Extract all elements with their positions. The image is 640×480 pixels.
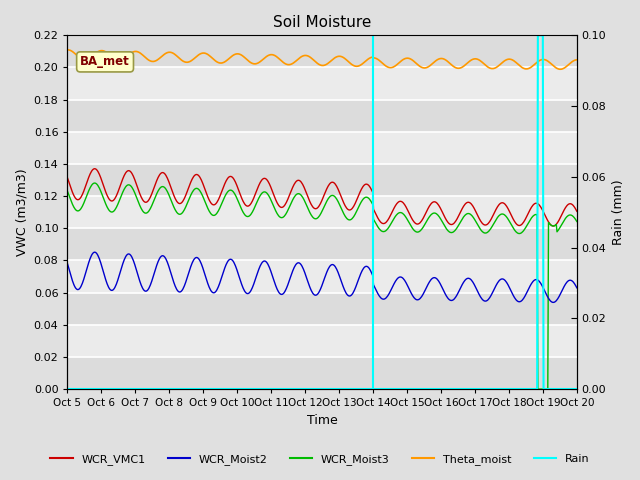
WCR_VMC1 — [205, 195, 212, 201]
Title: Soil Moisture: Soil Moisture — [273, 15, 371, 30]
Bar — [67, 36, 577, 68]
WCR_Moist3 — [385, 225, 392, 231]
WCR_VMC1 — [399, 200, 407, 206]
Bar — [67, 261, 577, 292]
Theta_moist — [125, 52, 133, 58]
Bar — [67, 68, 577, 100]
WCR_Moist3 — [63, 188, 71, 194]
WCR_Moist2 — [205, 282, 212, 288]
Rain — [384, 386, 392, 392]
Rain — [204, 386, 212, 392]
WCR_VMC1 — [90, 166, 98, 172]
Theta_moist — [63, 47, 71, 53]
WCR_Moist3 — [178, 211, 186, 216]
WCR_Moist2 — [385, 292, 392, 298]
Line: WCR_Moist2: WCR_Moist2 — [67, 252, 577, 302]
Rain — [177, 386, 185, 392]
WCR_Moist2 — [63, 261, 71, 266]
Theta_moist — [177, 57, 185, 62]
WCR_VMC1 — [73, 196, 81, 202]
WCR_Moist2 — [126, 252, 134, 257]
Theta_moist — [73, 52, 81, 58]
Bar — [67, 292, 577, 324]
WCR_Moist3 — [205, 207, 212, 213]
Rain — [573, 386, 580, 392]
WCR_Moist2 — [550, 300, 557, 305]
Rain — [63, 386, 71, 392]
WCR_Moist3 — [573, 218, 580, 224]
Bar — [67, 164, 577, 196]
Y-axis label: Rain (mm): Rain (mm) — [612, 180, 625, 245]
Bar — [67, 100, 577, 132]
WCR_VMC1 — [550, 223, 557, 229]
WCR_Moist2 — [178, 288, 186, 294]
Bar — [67, 132, 577, 164]
Bar — [67, 324, 577, 357]
WCR_Moist3 — [126, 182, 134, 188]
Legend: WCR_VMC1, WCR_Moist2, WCR_Moist3, Theta_moist, Rain: WCR_VMC1, WCR_Moist2, WCR_Moist3, Theta_… — [46, 450, 594, 469]
Line: WCR_VMC1: WCR_VMC1 — [67, 169, 577, 226]
Y-axis label: VWC (m3/m3): VWC (m3/m3) — [15, 168, 28, 256]
WCR_Moist2 — [399, 276, 407, 281]
WCR_Moist3 — [399, 211, 407, 217]
Rain — [534, 33, 541, 38]
WCR_Moist3 — [534, 386, 541, 392]
Text: BA_met: BA_met — [80, 55, 130, 68]
WCR_VMC1 — [573, 208, 580, 214]
WCR_VMC1 — [178, 200, 186, 205]
WCR_Moist3 — [73, 208, 81, 214]
WCR_Moist3 — [90, 180, 98, 186]
X-axis label: Time: Time — [307, 414, 337, 427]
WCR_Moist2 — [90, 249, 98, 255]
WCR_VMC1 — [126, 168, 134, 174]
Bar — [67, 357, 577, 389]
Rain — [399, 386, 406, 392]
Theta_moist — [384, 64, 392, 70]
WCR_Moist2 — [73, 286, 81, 292]
Line: WCR_Moist3: WCR_Moist3 — [67, 183, 577, 389]
Bar — [67, 196, 577, 228]
Bar — [67, 228, 577, 261]
Line: Theta_moist: Theta_moist — [67, 50, 577, 69]
Theta_moist — [204, 51, 212, 57]
Rain — [125, 386, 133, 392]
Theta_moist — [399, 57, 406, 63]
Rain — [73, 386, 81, 392]
WCR_VMC1 — [63, 175, 71, 181]
Line: Rain: Rain — [67, 36, 577, 389]
Theta_moist — [573, 57, 580, 63]
WCR_Moist2 — [573, 285, 580, 291]
Theta_moist — [557, 66, 564, 72]
WCR_VMC1 — [385, 216, 392, 222]
